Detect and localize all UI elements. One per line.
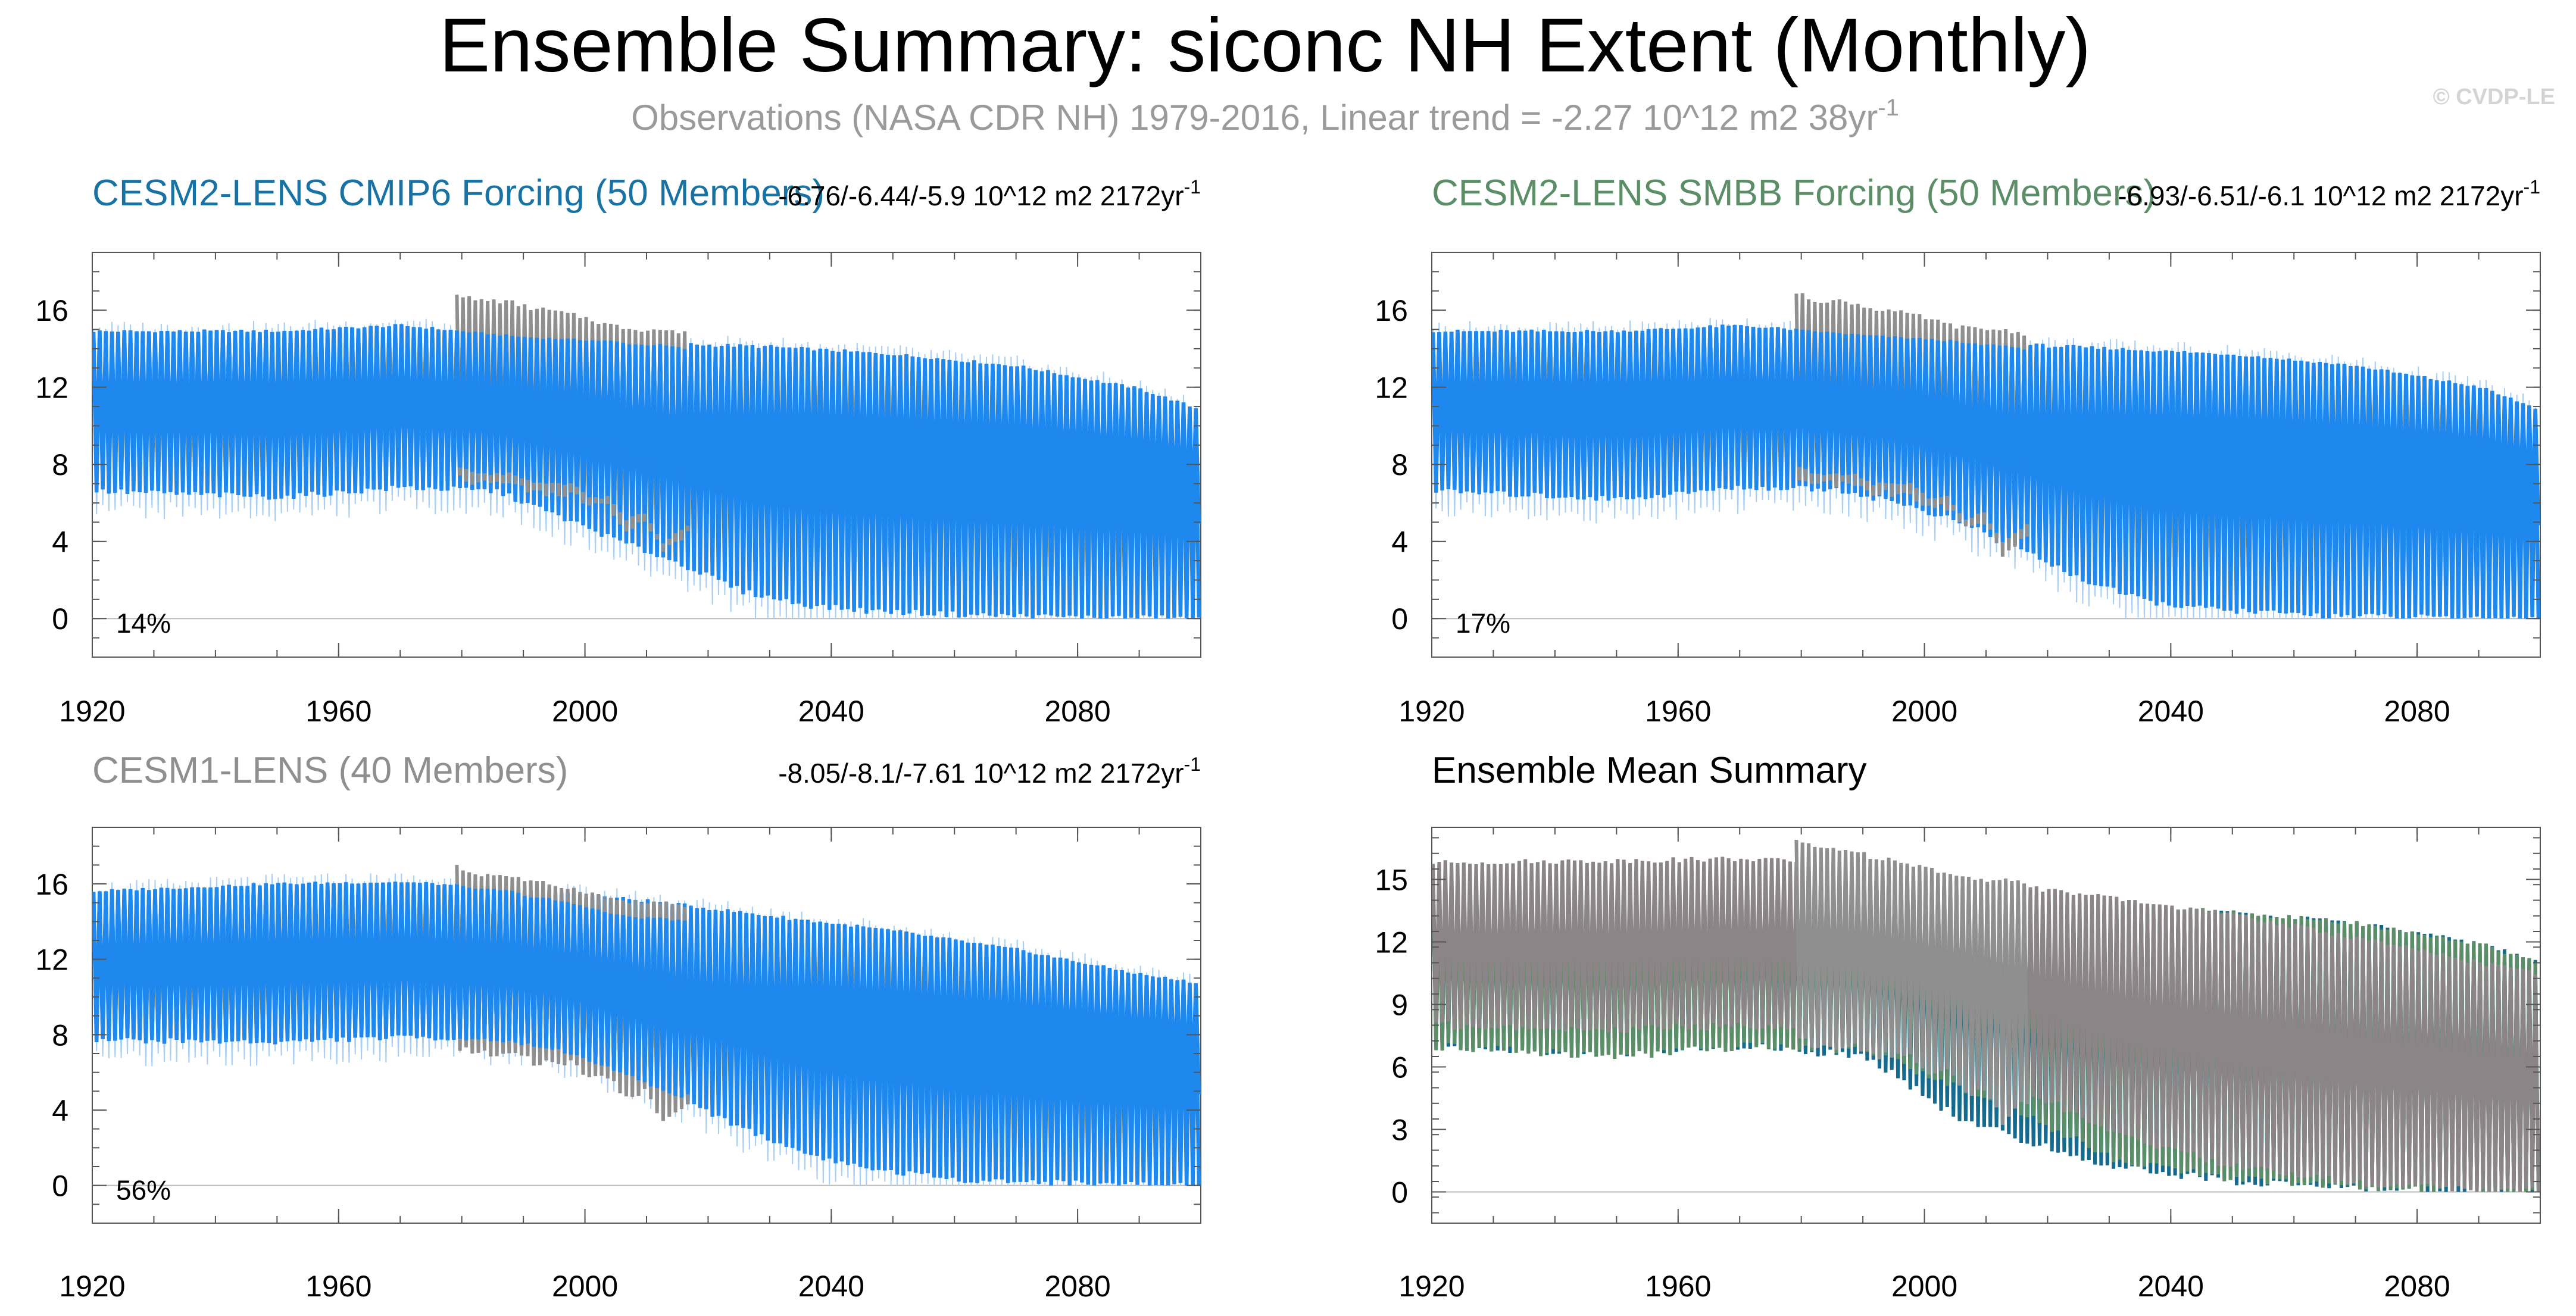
ensemble-core	[92, 881, 1201, 1098]
x-tick-label: 1960	[1645, 695, 1711, 728]
trend-label-superscript: -1	[1184, 754, 1201, 775]
panel-title: CESM2-LENS SMBB Forcing (50 Members)	[1432, 173, 2156, 214]
trend-label: -6.76/-6.44/-5.9 10^12 m2 2172yr-1	[778, 176, 1201, 211]
chart-panel-top-right: CESM2-LENS SMBB Forcing (50 Members)-6.9…	[1375, 173, 2541, 728]
y-tick-label: 4	[52, 1094, 68, 1127]
x-tick-label: 1960	[1645, 1270, 1711, 1303]
x-tick-label: 2040	[798, 695, 864, 728]
x-tick-label: 1920	[59, 1270, 125, 1303]
chart-panel-bottom-right: Ensemble Mean Summary 0 3 6 9 12 15 1920 1960 200…	[1375, 750, 2541, 1303]
trend-label-text: -8.05/-8.1/-7.61 10^12 m2 2172yr	[778, 758, 1184, 789]
y-tick-label: 12	[35, 943, 68, 977]
x-tick-label: 2080	[2384, 695, 2450, 728]
x-tick-label: 2000	[552, 695, 618, 728]
data-layer	[92, 295, 1201, 619]
y-tick-label: 0	[1391, 602, 1408, 636]
trend-label-superscript: -1	[2524, 176, 2540, 198]
figure-subtitle: Observations (NASA CDR NH) 1979-2016, Li…	[631, 95, 1899, 137]
x-tick-label: 1920	[1398, 695, 1465, 728]
y-tick-label: 0	[1391, 1176, 1408, 1209]
ensemble-core	[1432, 325, 2540, 542]
y-tick-label: 8	[52, 1018, 68, 1052]
x-tick-label: 2080	[1044, 695, 1110, 728]
x-tick-label: 2000	[552, 1270, 618, 1303]
percent-label: 14%	[116, 608, 171, 639]
y-tick-label: 12	[1375, 371, 1408, 405]
panel-title: CESM1-LENS (40 Members)	[92, 750, 568, 791]
trend-label: -8.05/-8.1/-7.61 10^12 m2 2172yr-1	[778, 754, 1201, 789]
panel-title: CESM2-LENS CMIP6 Forcing (50 Members)	[92, 173, 825, 214]
trend-label-text: -6.93/-6.51/-6.1 10^12 m2 2172yr	[2118, 180, 2523, 211]
figure-subtitle-superscript: -1	[1878, 95, 1899, 121]
x-tick-label: 1920	[1398, 1270, 1465, 1303]
y-tick-label: 15	[1375, 864, 1408, 897]
y-tick-label: 12	[1375, 926, 1408, 959]
y-tick-label: 4	[1391, 526, 1408, 559]
x-tick-label: 1960	[305, 1270, 371, 1303]
y-tick-label: 3	[1391, 1114, 1408, 1147]
x-tick-label: 2080	[2384, 1270, 2450, 1303]
trend-label-text: -6.76/-6.44/-5.9 10^12 m2 2172yr	[778, 180, 1184, 211]
chart-panels: CESM2-LENS CMIP6 Forcing (50 Members)-6.…	[35, 173, 2541, 1303]
percent-label: 17%	[1456, 608, 1510, 639]
y-tick-label: 16	[1375, 294, 1408, 327]
y-tick-label: 4	[52, 526, 68, 559]
x-tick-label: 2040	[2138, 695, 2204, 728]
y-tick-label: 0	[52, 602, 68, 636]
trend-label: -6.93/-6.51/-6.1 10^12 m2 2172yr-1	[2118, 176, 2540, 211]
y-tick-label: 8	[1391, 448, 1408, 482]
y-tick-label: 8	[52, 448, 68, 482]
percent-label: 56%	[116, 1175, 171, 1206]
x-tick-label: 1920	[59, 695, 125, 728]
x-tick-label: 1960	[305, 695, 371, 728]
copyright-label: © CVDP-LE	[2433, 85, 2555, 110]
figure-title: Ensemble Summary: siconc NH Extent (Mont…	[439, 3, 2091, 88]
data-layer	[1432, 293, 2540, 619]
x-tick-label: 2000	[1891, 1270, 1957, 1303]
y-tick-label: 16	[35, 294, 68, 327]
x-tick-label: 2040	[2138, 1270, 2204, 1303]
data-layer	[92, 865, 1201, 1186]
data-layer	[1432, 839, 2540, 1192]
x-tick-label: 2040	[798, 1270, 864, 1303]
y-tick-label: 16	[35, 868, 68, 901]
observations-line	[1794, 839, 2029, 1126]
y-tick-label: 12	[35, 371, 68, 405]
figure-subtitle-text: Observations (NASA CDR NH) 1979-2016, Li…	[631, 98, 1878, 137]
ensemble-core	[92, 324, 1201, 543]
panel-title: Ensemble Mean Summary	[1432, 750, 1867, 791]
x-tick-label: 2080	[1044, 1270, 1110, 1303]
y-tick-label: 9	[1391, 989, 1408, 1022]
trend-label-superscript: -1	[1184, 176, 1201, 198]
chart-panel-top-left: CESM2-LENS CMIP6 Forcing (50 Members)-6.…	[35, 173, 1201, 728]
y-tick-label: 0	[52, 1170, 68, 1203]
chart-panel-bottom-left: CESM1-LENS (40 Members) -8.05/-8.1/-7.61 …	[35, 750, 1201, 1303]
y-tick-label: 6	[1391, 1051, 1408, 1084]
x-tick-label: 2000	[1891, 695, 1957, 728]
